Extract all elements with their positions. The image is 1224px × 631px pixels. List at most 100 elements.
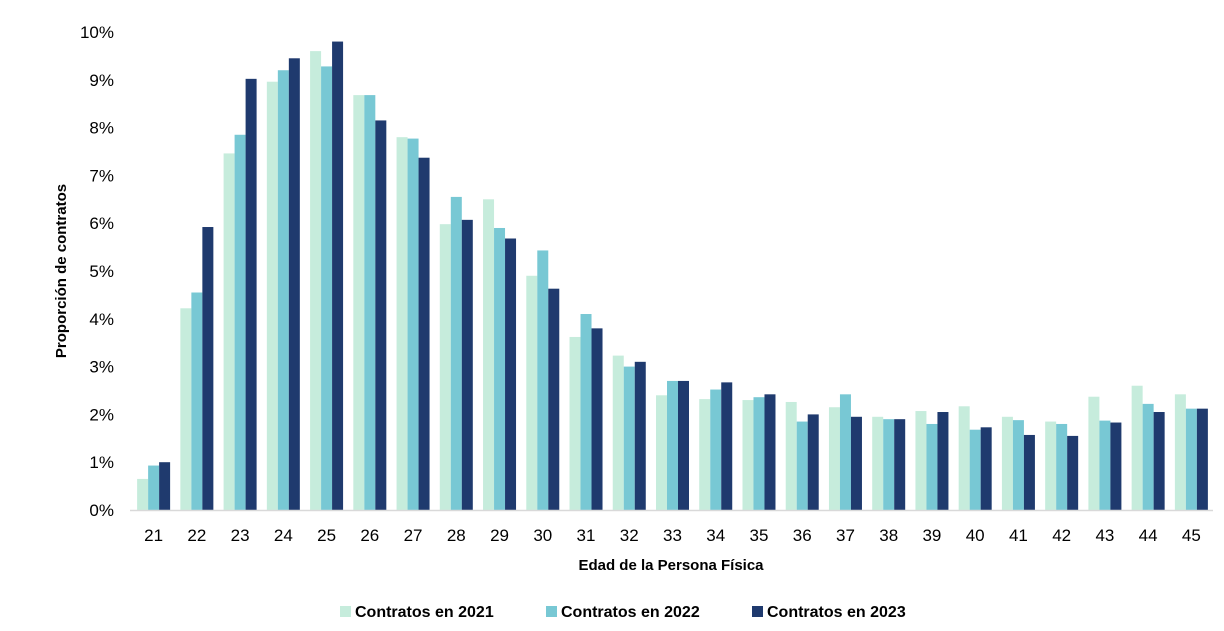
bar-40-series-2 [969,429,981,510]
x-tick-label: 34 [706,526,725,545]
bar-41-series-3 [1023,434,1035,510]
bars-layer [137,41,1208,511]
x-tick-label: 36 [793,526,812,545]
x-tick-label: 39 [922,526,941,545]
bar-23-series-3 [245,78,257,510]
x-tick-label: 41 [1009,526,1028,545]
bar-41-series-1 [1001,416,1013,510]
x-tick-label: 22 [187,526,206,545]
bar-34-series-1 [699,399,711,510]
y-tick-label: 9% [89,71,114,90]
bar-33-series-1 [656,395,667,510]
bar-39-series-1 [915,411,927,510]
legend-swatch-series-2 [546,606,557,617]
bar-27-series-1 [396,137,408,510]
bar-44-series-3 [1153,412,1165,510]
legend-swatch-series-3 [752,606,763,617]
legend-label-series-1: Contratos en 2021 [355,604,494,621]
bar-45-series-3 [1196,408,1208,510]
x-tick-label: 23 [231,526,250,545]
bar-31-series-1 [569,336,581,510]
x-tick-label: 38 [879,526,898,545]
bar-23-series-1 [223,153,235,510]
x-tick-label: 26 [360,526,379,545]
bar-44-series-2 [1142,403,1154,510]
bar-22-series-3 [202,227,214,510]
bar-43-series-3 [1110,422,1122,510]
x-tick-label: 30 [533,526,552,545]
bar-32-series-2 [623,366,635,510]
bar-22-series-2 [191,292,203,510]
y-axis-tick-labels: 0% 1% 2% 3% 4% 5% 6% 7% 8% 9% 10% [80,23,114,520]
bar-29-series-3 [505,238,517,510]
bar-39-series-3 [937,412,949,510]
bar-38-series-2 [883,419,895,510]
x-tick-label: 43 [1095,526,1114,545]
bar-43-series-1 [1088,396,1100,510]
bar-32-series-3 [634,361,646,510]
bar-34-series-3 [721,382,733,510]
x-tick-label: 40 [966,526,985,545]
bar-31-series-3 [591,328,603,510]
bar-30-series-3 [548,288,560,510]
bar-27-series-3 [418,157,430,510]
x-tick-label: 44 [1139,526,1158,545]
bar-35-series-1 [742,400,754,510]
bar-29-series-2 [494,227,506,511]
x-tick-label: 21 [144,526,163,545]
bar-41-series-2 [1012,420,1024,510]
bar-37-series-3 [850,416,862,510]
x-tick-label: 31 [577,526,596,545]
bar-26-series-3 [375,120,387,511]
y-axis-title: Proporción de contratos [53,184,70,358]
bar-30-series-2 [537,250,549,510]
bar-40-series-1 [958,406,970,510]
bar-36-series-3 [807,414,819,510]
bar-34-series-2 [710,389,722,510]
bar-25-series-3 [332,41,344,511]
bar-40-series-3 [980,427,992,510]
y-tick-label: 0% [89,501,114,520]
y-tick-label: 5% [89,262,114,281]
bar-24-series-3 [288,58,300,510]
bar-32-series-1 [612,355,624,510]
x-tick-label: 42 [1052,526,1071,545]
y-tick-label: 8% [89,119,114,138]
x-tick-label: 32 [620,526,639,545]
x-tick-label: 33 [663,526,682,545]
x-tick-label: 37 [836,526,855,545]
legend: Contratos en 2021 Contratos en 2022 Contra… [340,604,906,621]
bar-42-series-1 [1045,421,1057,510]
bar-28-series-3 [461,219,473,510]
x-tick-label: 35 [750,526,769,545]
legend-label-series-2: Contratos en 2022 [561,604,700,621]
bar-23-series-2 [234,134,246,510]
x-tick-label: 25 [317,526,336,545]
bar-38-series-3 [894,419,906,510]
bar-36-series-1 [785,401,797,510]
bar-25-series-1 [310,51,322,511]
y-tick-label: 1% [89,453,114,472]
bar-36-series-2 [796,421,808,510]
bar-39-series-2 [926,423,938,510]
y-tick-label: 6% [89,214,114,233]
bar-33-series-3 [678,380,689,510]
bar-30-series-1 [526,275,538,510]
legend-swatch-series-1 [340,606,351,617]
bar-45-series-1 [1174,394,1186,510]
legend-label-series-3: Contratos en 2023 [767,604,906,621]
y-tick-label: 7% [89,166,114,185]
bar-26-series-1 [353,95,365,510]
x-tick-label: 28 [447,526,466,545]
bar-37-series-1 [828,407,840,510]
bar-28-series-2 [450,196,462,510]
bar-33-series-2 [667,380,678,510]
x-tick-label: 27 [404,526,423,545]
bar-24-series-2 [277,70,289,511]
bar-35-series-3 [764,394,776,510]
bar-21-series-1 [137,478,149,510]
bar-37-series-2 [839,394,851,510]
bar-22-series-1 [180,308,192,510]
bar-27-series-2 [407,138,419,510]
